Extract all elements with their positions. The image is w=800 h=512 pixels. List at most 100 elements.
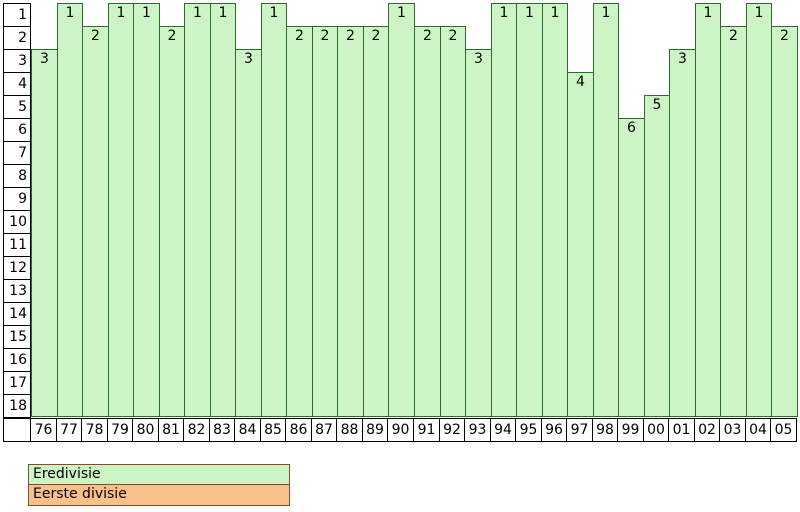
x-axis-tick-03: 03 xyxy=(719,418,746,442)
x-axis-tick-96: 96 xyxy=(541,418,567,442)
legend-item-eerste-divisie: Eerste divisie xyxy=(29,485,289,505)
bar-value-label: 2 xyxy=(729,28,738,44)
y-axis-tick: 14 xyxy=(3,302,31,326)
bar-value-label: 1 xyxy=(218,5,228,21)
legend-item-eredivisie: Eredivisie xyxy=(29,465,289,485)
bar-value-label: 2 xyxy=(167,28,177,44)
bar-85: 1 xyxy=(261,3,287,417)
y-axis-tick: 15 xyxy=(3,325,31,349)
bar-value-label: 1 xyxy=(116,5,126,21)
bar-value-label: 2 xyxy=(423,28,432,44)
bar-value-label: 5 xyxy=(652,97,662,113)
y-axis-tick: 4 xyxy=(3,72,31,96)
bar-98: 1 xyxy=(593,3,619,417)
bar-value-label: 1 xyxy=(193,5,202,21)
bar-value-label: 2 xyxy=(91,28,100,44)
bar-value-label: 1 xyxy=(142,5,151,21)
x-axis-tick-78: 78 xyxy=(81,418,108,442)
x-axis-tick-05: 05 xyxy=(770,418,797,442)
x-axis-tick-80: 80 xyxy=(132,418,159,442)
bar-96: 1 xyxy=(542,3,568,417)
bar-value-label: 3 xyxy=(40,51,49,67)
x-axis-tick-83: 83 xyxy=(209,418,235,442)
x-axis-tick-84: 84 xyxy=(234,418,261,442)
y-axis-tick: 9 xyxy=(3,187,31,211)
bar-78: 2 xyxy=(82,26,109,417)
bar-80: 1 xyxy=(133,3,160,417)
x-axis-tick-94: 94 xyxy=(490,418,516,442)
bar-value-label: 1 xyxy=(269,5,279,21)
y-axis-tick: 18 xyxy=(3,394,31,418)
bar-77: 1 xyxy=(57,3,83,417)
x-axis-tick-77: 77 xyxy=(56,418,82,442)
bar-95: 1 xyxy=(516,3,543,417)
x-axis-tick-02: 02 xyxy=(694,418,720,442)
x-axis-tick-76: 76 xyxy=(30,418,57,442)
bar-03: 2 xyxy=(720,26,747,417)
x-axis-tick-89: 89 xyxy=(362,418,388,442)
x-axis-tick-93: 93 xyxy=(464,418,491,442)
bar-90: 1 xyxy=(388,3,415,417)
bar-value-label: 1 xyxy=(550,5,560,21)
bar-79: 1 xyxy=(108,3,134,417)
x-axis-tick-92: 92 xyxy=(439,418,465,442)
x-axis-tick-91: 91 xyxy=(413,418,440,442)
bar-01: 3 xyxy=(669,49,696,417)
bar-05: 2 xyxy=(771,26,798,417)
bar-value-label: 1 xyxy=(525,5,534,21)
y-axis-tick: 5 xyxy=(3,95,31,119)
y-axis-tick: 1 xyxy=(3,3,31,27)
x-axis-season-labels: 76 77 78 79 80 81 82 83 84 85 86 87 88 89 90 91 92 93 94 95… xyxy=(3,418,797,442)
x-axis-tick-86: 86 xyxy=(285,418,312,442)
y-axis-tick: 16 xyxy=(3,348,31,372)
legend: Eredivisie Eerste divisie xyxy=(28,464,290,506)
y-axis-tick: 3 xyxy=(3,49,31,73)
x-axis-tick-04: 04 xyxy=(745,418,771,442)
bar-82: 1 xyxy=(184,3,211,417)
y-axis-tick: 11 xyxy=(3,233,31,257)
bar-87: 2 xyxy=(312,26,338,417)
bar-value-label: 2 xyxy=(780,28,789,44)
bar-84: 3 xyxy=(235,49,262,417)
y-axis-tick: 17 xyxy=(3,371,31,395)
x-axis-tick-88: 88 xyxy=(336,418,363,442)
x-axis-tick-90: 90 xyxy=(387,418,414,442)
y-axis-tick: 6 xyxy=(3,118,31,142)
x-axis-tick-01: 01 xyxy=(668,418,695,442)
bar-04: 1 xyxy=(746,3,772,417)
x-axis-tick-79: 79 xyxy=(107,418,133,442)
bar-value-label: 2 xyxy=(320,28,330,44)
x-axis-tick-81: 81 xyxy=(158,418,184,442)
x-axis-tick-00: 00 xyxy=(643,418,669,442)
axis-corner-cell xyxy=(3,418,31,442)
x-axis-tick-98: 98 xyxy=(592,418,618,442)
bar-value-label: 2 xyxy=(371,28,381,44)
bar-97: 4 xyxy=(567,72,594,417)
x-axis-tick-99: 99 xyxy=(617,418,644,442)
x-axis-tick-97: 97 xyxy=(566,418,593,442)
y-axis-rank-labels: 1 2 3 4 5 6 7 8 9 10 11 12 13 14 15 16 17 18 xyxy=(3,3,31,418)
x-axis-tick-87: 87 xyxy=(311,418,337,442)
bar-value-label: 4 xyxy=(576,74,585,90)
bar-value-label: 1 xyxy=(499,5,509,21)
bar-83: 1 xyxy=(210,3,236,417)
bar-value-label: 2 xyxy=(295,28,304,44)
bar-88: 2 xyxy=(337,26,364,417)
bar-value-label: 1 xyxy=(601,5,611,21)
y-axis-tick: 13 xyxy=(3,279,31,303)
bar-value-label: 1 xyxy=(65,5,75,21)
bar-99: 6 xyxy=(618,118,645,417)
x-axis-tick-95: 95 xyxy=(515,418,542,442)
y-axis-tick: 2 xyxy=(3,26,31,50)
bar-02: 1 xyxy=(695,3,721,417)
bar-value-label: 2 xyxy=(346,28,355,44)
bar-value-label: 3 xyxy=(244,51,253,67)
bar-93: 3 xyxy=(465,49,492,417)
bar-value-label: 1 xyxy=(703,5,713,21)
bar-00: 5 xyxy=(644,95,670,417)
y-axis-tick: 7 xyxy=(3,141,31,165)
bar-value-label: 2 xyxy=(448,28,458,44)
bar-92: 2 xyxy=(440,26,466,417)
